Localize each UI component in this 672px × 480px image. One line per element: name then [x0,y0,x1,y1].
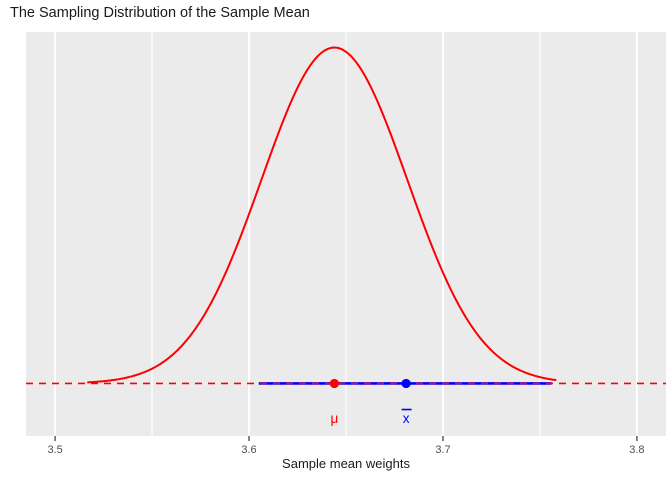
x-tick-label: 3.7 [435,444,450,456]
x-tick-label: 3.8 [629,444,644,456]
mu-point [329,378,339,389]
x-axis-title: Sample mean weights [282,456,410,471]
density-curve [87,46,557,384]
xbar-label: x [403,411,410,426]
xbar-point [401,378,411,389]
chart-title: The Sampling Distribution of the Sample … [10,5,310,21]
x-tick-label: 3.6 [241,444,256,456]
x-tick-label: 3.5 [47,444,62,456]
mu-label: μ [330,411,338,426]
